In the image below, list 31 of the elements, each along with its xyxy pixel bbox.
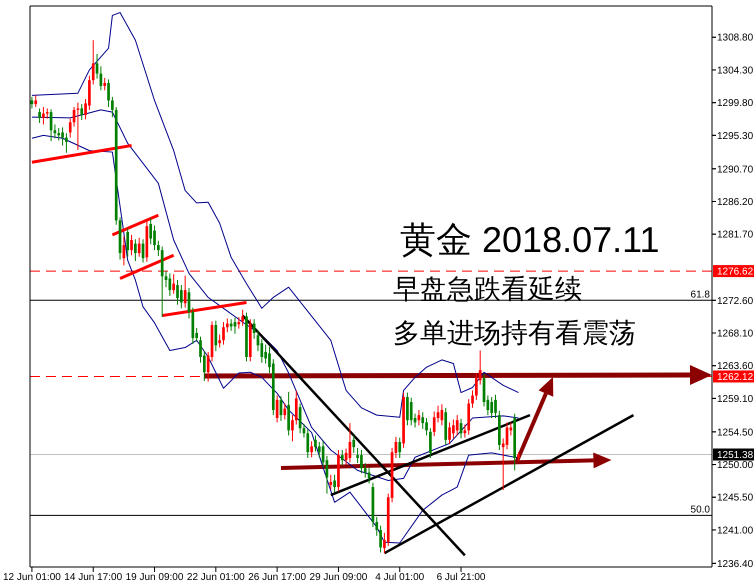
- y-tick-label: 1290.70: [717, 164, 754, 176]
- y-tick-label: 1236.40: [717, 558, 754, 570]
- annotation: 多单进场持有看震荡: [393, 318, 636, 348]
- y-tick-label: 1295.30: [717, 130, 754, 142]
- ref-line-label: 1262.12: [717, 372, 754, 383]
- ref-line-label: 1251.38: [717, 450, 754, 462]
- x-tick-label: 4 Jul 01:00: [375, 572, 425, 583]
- x-tick-label: 19 Jun 09:00: [126, 572, 184, 583]
- x-tick-label: 29 Jun 09:00: [310, 572, 368, 583]
- x-tick-label: 26 Jun 17:00: [248, 572, 306, 583]
- y-tick-label: 1272.60: [717, 296, 754, 307]
- y-tick-label: 1268.10: [717, 328, 754, 340]
- annotation: 61.8: [690, 289, 710, 300]
- y-tick-label: 1259.10: [717, 394, 754, 405]
- y-tick-label: 1286.20: [717, 196, 754, 208]
- y-tick-label: 1281.70: [717, 230, 754, 241]
- y-tick-label: 1241.00: [717, 525, 754, 536]
- y-tick-label: 1250.00: [717, 460, 754, 472]
- y-tick-label: 1254.50: [717, 427, 754, 438]
- y-tick-label: 1299.80: [717, 98, 754, 110]
- y-tick-label: 1245.50: [717, 492, 754, 504]
- y-tick-label: 1263.60: [717, 361, 754, 372]
- annotation: 50.0: [690, 504, 710, 516]
- ref-line-label: 1276.62: [717, 266, 754, 278]
- x-tick-label: 22 Jun 01:00: [186, 572, 246, 583]
- x-tick-label: 12 Jun 01:00: [3, 572, 62, 583]
- y-tick-label: 1304.30: [717, 65, 754, 76]
- text: 黄金 2018.07.11: [400, 219, 660, 260]
- x-tick-label: 6 Jul 21:00: [436, 572, 486, 583]
- x-tick-label: 14 Jun 17:00: [64, 572, 123, 583]
- y-tick-label: 1308.80: [717, 32, 754, 44]
